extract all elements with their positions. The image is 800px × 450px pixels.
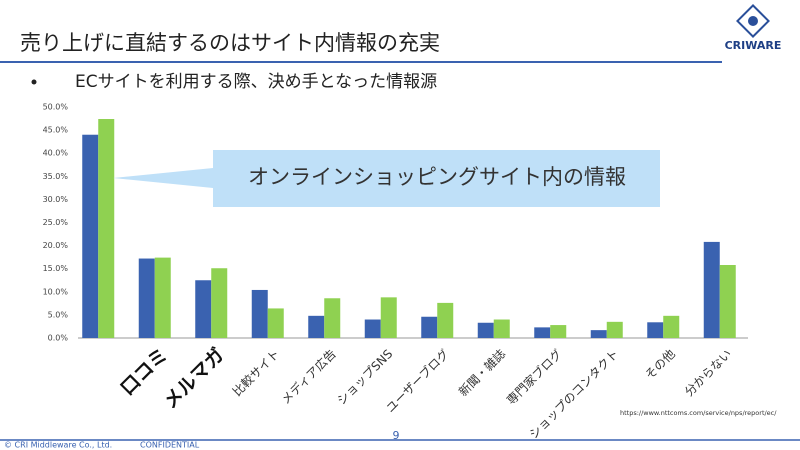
bar — [138, 258, 155, 338]
bar — [364, 319, 381, 338]
x-tick-label: 分からない — [682, 347, 734, 399]
bar — [82, 134, 99, 338]
y-tick-label: 15.0% — [43, 264, 69, 273]
bar — [421, 316, 438, 338]
x-tick-label: 新聞・雑誌 — [455, 346, 508, 399]
bar — [647, 322, 664, 338]
bar — [251, 289, 268, 338]
bar — [493, 319, 510, 338]
bar — [267, 308, 284, 338]
bar — [437, 302, 454, 338]
bar — [719, 265, 736, 338]
bar — [324, 298, 341, 338]
logo-icon-dot — [748, 16, 758, 26]
y-tick-label: 0.0% — [48, 334, 69, 343]
y-tick-label: 5.0% — [48, 310, 69, 319]
x-tick-label: その他 — [642, 347, 677, 382]
x-tick-label: 専門家ブログ — [503, 346, 565, 408]
bar — [534, 327, 551, 338]
source: https://www.nttcoms.com/service/nps/repo… — [620, 409, 777, 417]
confidential: CONFIDENTIAL — [140, 441, 200, 450]
y-tick-label: 25.0% — [43, 218, 69, 227]
callout-text: オンラインショッピングサイト内の情報 — [248, 165, 626, 189]
logo-text: CRIWARE — [725, 39, 782, 52]
bullet-dot — [31, 79, 37, 85]
y-tick-label: 10.0% — [43, 287, 69, 296]
copyright: © CRI Middleware Co., Ltd. — [4, 441, 112, 450]
bar — [703, 241, 720, 338]
x-tick-label: メディア広告 — [278, 346, 339, 407]
bar — [663, 315, 680, 338]
bar — [606, 321, 623, 338]
bar — [308, 315, 325, 338]
y-tick-label: 50.0% — [43, 103, 69, 112]
bar — [550, 325, 567, 338]
x-tick-label: ショップSNS — [334, 347, 395, 408]
logo: CRIWARE — [725, 4, 782, 52]
x-tick-label: 比較サイト — [229, 346, 282, 399]
x-tick-label: 口コミ — [116, 344, 172, 400]
slide-title: 売り上げに直結するのはサイト内情報の充実 — [20, 31, 440, 55]
x-tick-label: メルマガ — [159, 344, 228, 413]
bar — [590, 330, 607, 338]
bar — [477, 322, 494, 338]
callout-box — [113, 150, 660, 207]
page-number: 9 — [393, 429, 400, 442]
bar — [98, 119, 115, 339]
y-tick-label: 30.0% — [43, 195, 69, 204]
y-tick-label: 20.0% — [43, 241, 69, 250]
logo-icon — [736, 4, 770, 38]
bar — [380, 297, 397, 338]
bar — [211, 268, 228, 338]
y-tick-label: 35.0% — [43, 172, 69, 181]
bullet-text: ECサイトを利用する際、決め手となった情報源 — [75, 72, 437, 92]
y-tick-label: 45.0% — [43, 126, 69, 135]
bar — [154, 257, 171, 338]
y-tick-label: 40.0% — [43, 149, 69, 158]
bar — [195, 280, 212, 338]
